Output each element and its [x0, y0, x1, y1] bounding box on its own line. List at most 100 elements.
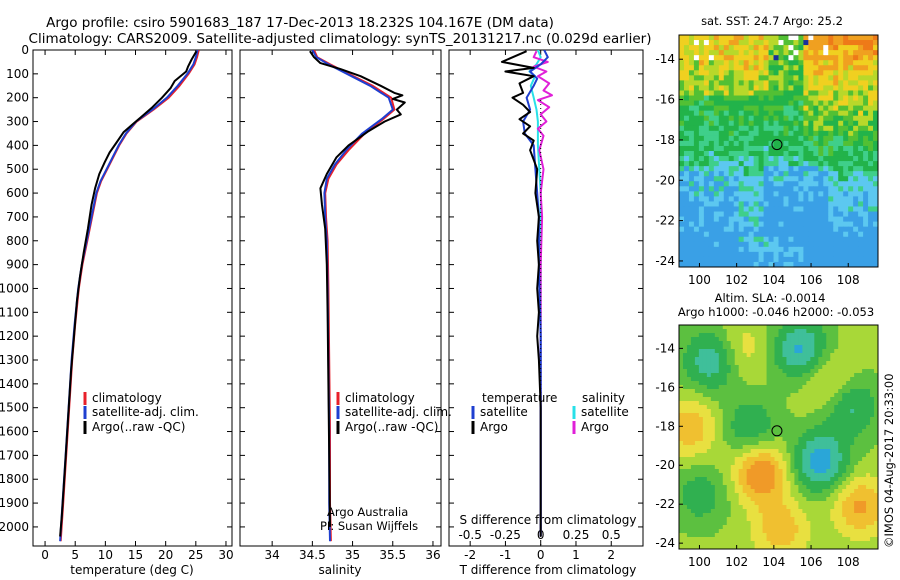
sla-cell: [806, 533, 811, 538]
sla-cell: [746, 357, 752, 362]
sla-cell: [862, 501, 867, 506]
sla-cell: [738, 401, 744, 406]
annotation-pi: PI: Susan Wijffels: [320, 519, 418, 533]
sla-cell: [870, 437, 875, 442]
sla-cell: [802, 361, 807, 366]
sst-cell: [679, 50, 685, 56]
sla-cell: [862, 465, 867, 470]
sla-cell: [722, 513, 728, 518]
sla-cell: [738, 333, 744, 338]
sla-cell: [682, 493, 688, 498]
sla-cell: [682, 337, 688, 342]
sla-cell: [714, 357, 720, 362]
sla-cell: [682, 541, 688, 546]
sla-cell: [698, 461, 704, 466]
sla-cell: [758, 509, 764, 514]
sst-cell: [708, 60, 715, 66]
sst-cell: [803, 221, 809, 228]
sla-cell: [782, 369, 788, 374]
sla-cell: [682, 365, 688, 370]
sla-cell: [698, 405, 704, 410]
sla-cell: [706, 537, 712, 542]
sst-cell: [763, 90, 770, 97]
sla-cell: [746, 541, 752, 546]
sla-cell: [734, 541, 740, 546]
sla-cell: [706, 325, 712, 330]
sla-cell: [810, 397, 815, 402]
sla-cell: [758, 421, 764, 426]
sla-cell: [870, 457, 875, 462]
sla-cell: [714, 529, 720, 534]
depth-tick-label: 900: [6, 258, 29, 272]
sla-cell: [866, 481, 871, 486]
sla-cell: [782, 333, 788, 338]
sla-cell: [698, 377, 704, 382]
sst-cell: [818, 70, 824, 76]
sla-cell: [754, 509, 760, 514]
sla-cell: [830, 533, 835, 538]
sst-cell: [788, 176, 795, 182]
sst-cell: [848, 85, 854, 92]
sst-cell: [753, 125, 760, 132]
sla-cell: [854, 385, 859, 390]
sla-cell: [802, 357, 807, 362]
sst-cell: [718, 45, 725, 51]
sla-cell: [742, 437, 748, 442]
sla-cell: [702, 481, 708, 486]
sst-cell: [833, 45, 839, 51]
sst-cell: [863, 65, 869, 71]
sla-cell: [838, 381, 843, 386]
sst-cell: [738, 166, 745, 172]
sst-cell: [768, 90, 775, 97]
sst-cell: [783, 80, 790, 87]
sst-cell: [713, 125, 720, 132]
sla-cell: [838, 393, 843, 398]
sst-cell: [718, 246, 725, 253]
sla-cell: [874, 385, 878, 390]
sst-cell: [723, 151, 730, 157]
sst-cell: [873, 80, 878, 87]
sst-cell: [863, 120, 869, 127]
sst-cell: [698, 256, 705, 263]
sla-cell: [874, 421, 878, 426]
sst-cell: [873, 145, 878, 152]
sst-cell: [853, 201, 859, 208]
sst-cell: [813, 135, 819, 142]
sst-cell: [743, 70, 750, 76]
sla-cell: [830, 513, 835, 518]
sla-cell: [786, 545, 792, 549]
sla-cell: [698, 537, 704, 542]
legend-label-s-satellite: satellite: [581, 405, 629, 419]
sla-cell: [682, 325, 688, 330]
map-x-tick-label: 100: [688, 555, 711, 569]
sla-cell: [838, 437, 843, 442]
sst-cell: [868, 40, 874, 46]
sla-cell: [802, 505, 807, 510]
sst-cell: [818, 156, 824, 162]
sla-cell: [838, 509, 843, 514]
sla-cell: [786, 449, 792, 454]
sla-cell: [858, 505, 863, 510]
sst-cell: [703, 246, 710, 253]
sla-cell: [758, 441, 764, 446]
sst-cell: [828, 166, 834, 172]
sla-cell: [778, 481, 784, 486]
sst-cell: [698, 70, 705, 76]
sla-cell: [822, 501, 827, 506]
sla-cell: [762, 473, 768, 478]
sla-cell: [866, 453, 871, 458]
sla-cell: [734, 461, 740, 466]
sst-cell: [693, 140, 700, 147]
sla-cell: [858, 497, 863, 502]
sst-cell: [743, 95, 750, 102]
sst-cell: [758, 181, 765, 187]
map-x-tick-label: 106: [800, 555, 823, 569]
sst-cell: [679, 95, 685, 102]
sla-cell: [766, 353, 772, 358]
sla-cell: [862, 505, 867, 510]
sla-cell: [850, 465, 855, 470]
sla-cell: [682, 545, 688, 549]
sst-cell: [798, 231, 804, 238]
sst-cell: [713, 171, 720, 177]
sla-cell: [786, 509, 792, 514]
